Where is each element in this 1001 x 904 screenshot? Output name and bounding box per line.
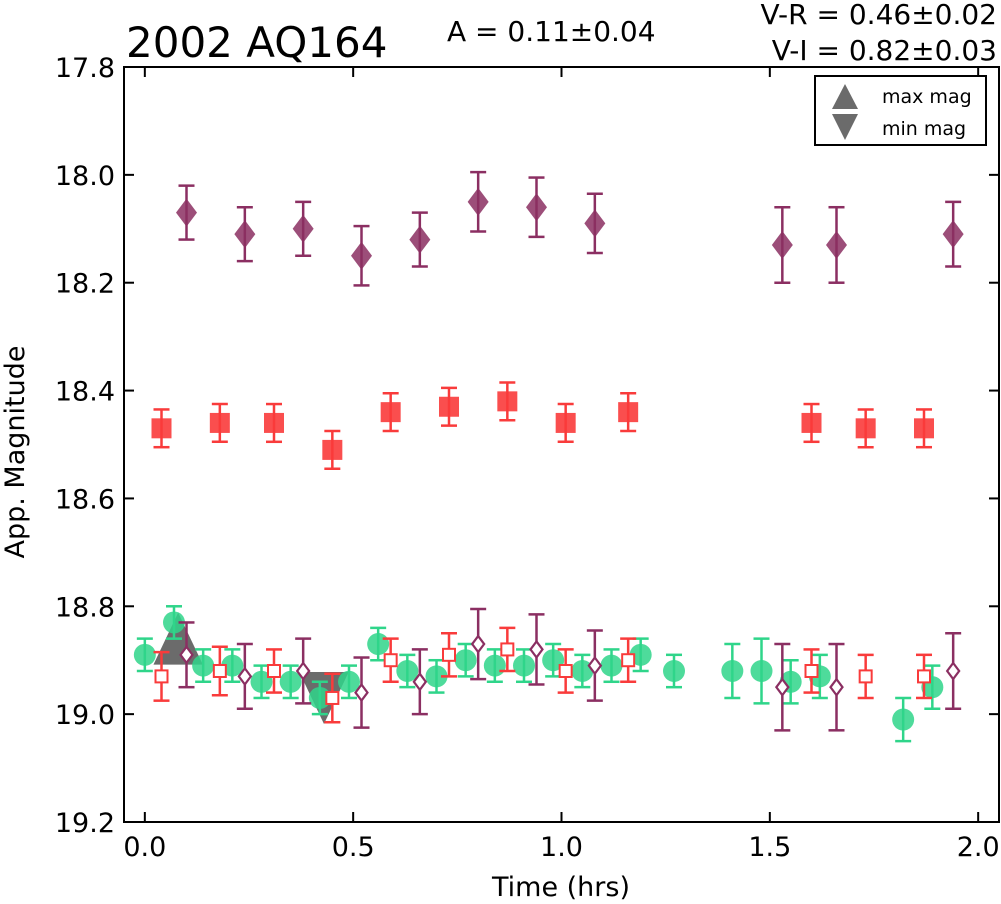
y-tick-label: 18.0 bbox=[55, 161, 115, 192]
plot-frame bbox=[123, 66, 1000, 823]
y-tick-label: 19.2 bbox=[55, 808, 115, 839]
data-point-filled-diamond bbox=[292, 214, 314, 243]
data-point-circle bbox=[721, 660, 744, 682]
x-tick-label: 1.5 bbox=[748, 832, 791, 863]
v-i-color-annotation: V-I = 0.82±0.03 bbox=[772, 34, 997, 67]
data-point-filled-diamond bbox=[942, 220, 964, 249]
legend: max mag min mag bbox=[814, 75, 987, 146]
data-point-open-square bbox=[383, 653, 398, 668]
legend-max-mag-marker bbox=[832, 84, 858, 109]
data-point-filled-square bbox=[151, 418, 172, 439]
axes-layer: 0.0 0.5 1.0 1.5 2.0 17.8 18.0 18.2 18.4 18.6 18.8 1… bbox=[55, 53, 1000, 863]
data-point-filled-square bbox=[380, 402, 401, 423]
x-tick-label: 0.0 bbox=[123, 832, 166, 863]
data-point-open-diamond bbox=[774, 677, 790, 698]
data-point-circle bbox=[133, 643, 156, 666]
data-point-open-square bbox=[858, 669, 873, 684]
data-point-open-square bbox=[325, 690, 340, 705]
data-point-open-square bbox=[500, 642, 515, 657]
data-point-filled-square bbox=[264, 412, 284, 433]
data-point-open-diamond bbox=[179, 644, 194, 665]
data-point-filled-square bbox=[555, 412, 576, 433]
data-point-open-diamond bbox=[295, 661, 311, 681]
y-axis-label: App. Magnitude bbox=[0, 346, 31, 559]
data-point-open-diamond bbox=[237, 666, 253, 687]
y-tick-label: 18.2 bbox=[55, 269, 115, 300]
data-point-filled-square bbox=[914, 418, 934, 439]
y-tick-label: 18.4 bbox=[55, 377, 115, 408]
chart-title: 2002 AQ164 bbox=[126, 18, 387, 67]
data-point-open-square bbox=[804, 664, 819, 678]
data-point-circle bbox=[892, 708, 915, 731]
data-point-filled-square bbox=[322, 439, 343, 460]
data-point-circle bbox=[663, 660, 685, 682]
data-point-filled-square bbox=[618, 402, 639, 423]
x-tick-label: 0.5 bbox=[332, 832, 375, 863]
x-axis-label: Time (hrs) bbox=[491, 872, 630, 903]
data-point-open-square bbox=[267, 664, 281, 678]
data-point-filled-square bbox=[855, 418, 876, 439]
data-point-filled-diamond bbox=[526, 193, 547, 222]
data-point-circle bbox=[396, 660, 419, 682]
data-point-filled-square bbox=[209, 412, 230, 433]
data-point-circle bbox=[750, 660, 773, 682]
data-point-circle bbox=[338, 670, 360, 693]
y-tick-label: 18.6 bbox=[55, 484, 115, 515]
data-point-open-square bbox=[917, 669, 931, 684]
data-point-filled-diamond bbox=[176, 198, 197, 227]
data-point-open-square bbox=[442, 647, 456, 662]
data-point-circle bbox=[454, 649, 477, 672]
data-point-circle bbox=[513, 654, 535, 677]
data-point-open-diamond bbox=[354, 682, 369, 703]
data-point-filled-diamond bbox=[234, 220, 256, 249]
data-point-open-diamond bbox=[529, 639, 544, 660]
data-point-open-square bbox=[621, 653, 636, 668]
marks-layer bbox=[133, 170, 964, 743]
x-tick-label: 2.0 bbox=[957, 832, 1000, 863]
data-point-filled-diamond bbox=[584, 209, 606, 238]
data-point-circle bbox=[163, 611, 185, 634]
data-point-filled-diamond bbox=[771, 230, 793, 259]
data-point-filled-square bbox=[497, 391, 518, 412]
data-point-filled-diamond bbox=[467, 187, 489, 216]
y-tick-label: 17.8 bbox=[55, 53, 115, 84]
data-point-circle bbox=[279, 670, 302, 693]
legend-min-mag-marker bbox=[832, 114, 858, 140]
data-point-open-square bbox=[212, 664, 227, 678]
data-point-open-square bbox=[558, 664, 573, 678]
y-tick-label: 18.8 bbox=[55, 592, 115, 623]
legend-max-mag-label: max mag bbox=[882, 86, 972, 108]
data-point-filled-square bbox=[801, 412, 822, 433]
y-tick-label: 19.0 bbox=[55, 700, 115, 731]
data-point-open-diamond bbox=[829, 677, 844, 698]
data-point-filled-diamond bbox=[409, 225, 431, 254]
data-point-circle bbox=[483, 654, 506, 677]
data-point-open-diamond bbox=[945, 661, 961, 681]
v-r-color-annotation: V-R = 0.46±0.02 bbox=[761, 0, 997, 31]
legend-min-mag-label: min mag bbox=[882, 118, 966, 140]
data-point-open-square bbox=[154, 669, 169, 684]
data-point-circle bbox=[192, 654, 215, 677]
data-point-open-diamond bbox=[470, 634, 486, 654]
data-point-filled-diamond bbox=[826, 230, 847, 259]
data-point-circle bbox=[600, 654, 623, 677]
data-point-circle bbox=[425, 665, 448, 688]
data-point-filled-square bbox=[439, 396, 459, 417]
amplitude-annotation: A = 0.11±0.04 bbox=[447, 15, 656, 48]
data-point-open-diamond bbox=[587, 655, 603, 676]
x-tick-label: 1.0 bbox=[540, 832, 583, 863]
data-point-circle bbox=[367, 633, 390, 656]
data-point-filled-diamond bbox=[351, 241, 372, 270]
data-point-open-diamond bbox=[412, 671, 428, 692]
